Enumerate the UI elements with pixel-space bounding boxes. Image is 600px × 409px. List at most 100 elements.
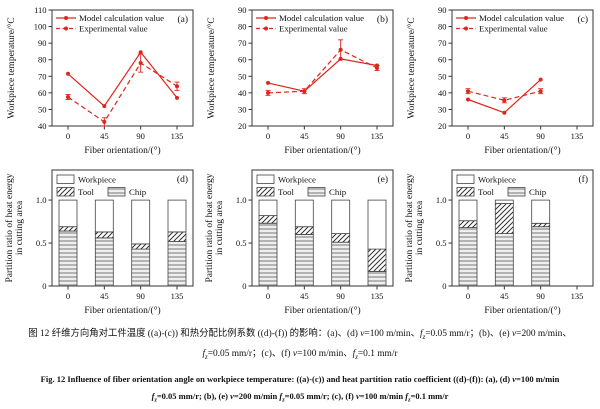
svg-text:Experimental value: Experimental value	[279, 24, 348, 34]
svg-text:90: 90	[136, 131, 145, 141]
bar-segment-chip	[367, 271, 387, 287]
panel-a: 40 50 60 70 80 90 100 110 0 45 90 135 Fiber orientat…	[0, 0, 200, 160]
svg-text:80: 80	[238, 22, 247, 32]
bar-segment-workpiece	[167, 199, 187, 233]
svg-text:Chip: Chip	[529, 187, 547, 197]
svg-text:40: 40	[438, 88, 447, 98]
panel-label: (f)	[579, 174, 589, 185]
plot-box	[51, 169, 194, 287]
caption-segment: v	[292, 348, 298, 359]
svg-text:0: 0	[266, 131, 270, 141]
bar-segment-workpiece	[494, 199, 514, 204]
bar-segment-chip	[167, 240, 187, 287]
svg-text:Chip: Chip	[329, 187, 347, 197]
y-axis-label: Workpiece temperature/°C	[6, 17, 17, 118]
svg-text:90: 90	[336, 131, 345, 141]
bar-segment-workpiece	[458, 199, 478, 222]
svg-text:90: 90	[336, 291, 345, 301]
caption-segment: =0.1 mm/r	[357, 348, 398, 359]
caption-segment: Fig. 12 Influence of fiber orientation a…	[40, 373, 513, 384]
bar-segment-tool	[494, 203, 514, 235]
series-model	[466, 77, 543, 115]
svg-text:70: 70	[438, 38, 447, 48]
svg-text:45: 45	[300, 131, 309, 141]
svg-text:80: 80	[38, 55, 47, 65]
svg-text:1.0: 1.0	[236, 195, 247, 205]
svg-text:45: 45	[300, 291, 309, 301]
svg-text:Partition ratio of heat energy: Partition ratio of heat energy	[404, 173, 415, 282]
caption-segment: =100 m/min	[516, 373, 560, 384]
bar-segment-tool	[331, 233, 351, 243]
svg-text:in cutting area: in cutting area	[415, 200, 425, 255]
series-experimental	[65, 53, 180, 127]
series-model	[266, 56, 379, 94]
panel-label: (b)	[377, 14, 388, 25]
caption-en-line2: fz=0.05 mm/r; (b), (e) v=200 m/min fz=0.…	[0, 388, 600, 409]
svg-text:70: 70	[38, 71, 47, 81]
caption-segment: f	[279, 390, 283, 401]
caption-segment: =0.05 mm/r; (b), (e)	[156, 390, 231, 401]
caption-zh-line2: fz=0.05 mm/r；(c)、(f) v=100 m/min、fz=0.1 …	[0, 346, 600, 366]
bar-segment-workpiece	[531, 199, 551, 224]
bar-segment-chip	[331, 241, 351, 287]
y-axis: 20 30 40 50 60 70 80 90	[238, 5, 252, 131]
svg-text:135: 135	[171, 291, 184, 301]
svg-text:1.0: 1.0	[36, 195, 47, 205]
x-axis-label: Fiber orientation/(°)	[284, 305, 360, 316]
series-experimental	[265, 39, 380, 96]
caption-en-line1: Fig. 12 Influence of fiber orientation a…	[0, 371, 600, 388]
bar-segment-tool	[531, 222, 551, 228]
x-axis: 0 45 90 135	[466, 126, 583, 141]
bar-segment-chip	[294, 234, 314, 287]
chart-a: 40 50 60 70 80 90 100 110 0 45 90 135 Fiber orientat…	[6, 5, 194, 156]
svg-text:0: 0	[466, 131, 470, 141]
svg-text:0: 0	[442, 281, 446, 291]
y-axis: 0 0.5 1.0	[236, 195, 252, 291]
svg-text:60: 60	[38, 88, 47, 98]
y-axis: 0 0.5 1.0	[36, 195, 52, 291]
bar-segment-tool	[131, 243, 151, 250]
bar-segment-tool	[94, 231, 114, 239]
svg-text:80: 80	[438, 22, 447, 32]
svg-text:50: 50	[438, 71, 447, 81]
caption-segment: =200 m/min	[233, 390, 280, 401]
bars	[258, 199, 387, 287]
svg-text:135: 135	[371, 131, 384, 141]
panel-e: 0 0.5 1.0 0 45 90 135 Fiber orientation/(°) Part…	[200, 160, 400, 320]
y-axis-label: Workpiece temperature/°C	[206, 17, 217, 118]
svg-text:Model calculation value: Model calculation value	[79, 13, 164, 23]
svg-text:90: 90	[536, 291, 545, 301]
svg-text:in cutting area: in cutting area	[215, 200, 225, 255]
caption-segment: f	[202, 348, 206, 359]
bar-segment-chip	[494, 233, 514, 287]
plot-box	[451, 169, 594, 287]
caption-segment: f	[405, 390, 409, 401]
bars	[458, 199, 551, 287]
caption-segment: =100 m/min	[359, 390, 406, 401]
svg-text:0: 0	[242, 281, 246, 291]
bar-segment-tool	[294, 226, 314, 235]
chart-c: 20 30 40 50 60 70 80 90 0 45 90 135 Fiber orientatio…	[406, 5, 594, 156]
svg-text:90: 90	[238, 5, 247, 15]
bar-segment-workpiece	[367, 199, 387, 250]
plot-box	[251, 9, 394, 127]
svg-text:Experimental value: Experimental value	[479, 24, 548, 34]
svg-text:Tool: Tool	[78, 187, 95, 197]
x-axis-label: Fiber orientation/(°)	[484, 305, 560, 316]
bar-segment-chip	[58, 230, 78, 287]
bar-segment-tool	[458, 220, 478, 229]
svg-text:0.5: 0.5	[436, 238, 447, 248]
panel-f: 0 0.5 1.0 0 45 90 135 Fiber orientation/(°) Part…	[400, 160, 600, 320]
svg-text:0: 0	[42, 281, 46, 291]
panel-b: 20 30 40 50 60 70 80 90 0 45 90 135 Fiber orientatio…	[200, 0, 400, 160]
caption-segment: f	[151, 390, 155, 401]
caption-segment: f	[419, 329, 423, 339]
svg-text:90: 90	[438, 5, 447, 15]
caption-segment: =0.1 mm/r	[410, 390, 449, 401]
caption-segment: =0.05 mm/r；(b)、(e)	[425, 329, 512, 339]
svg-text:0: 0	[266, 291, 270, 301]
svg-text:45: 45	[100, 131, 109, 141]
y-axis-label: Partition ratio of heat energy in cutting…	[4, 173, 25, 282]
